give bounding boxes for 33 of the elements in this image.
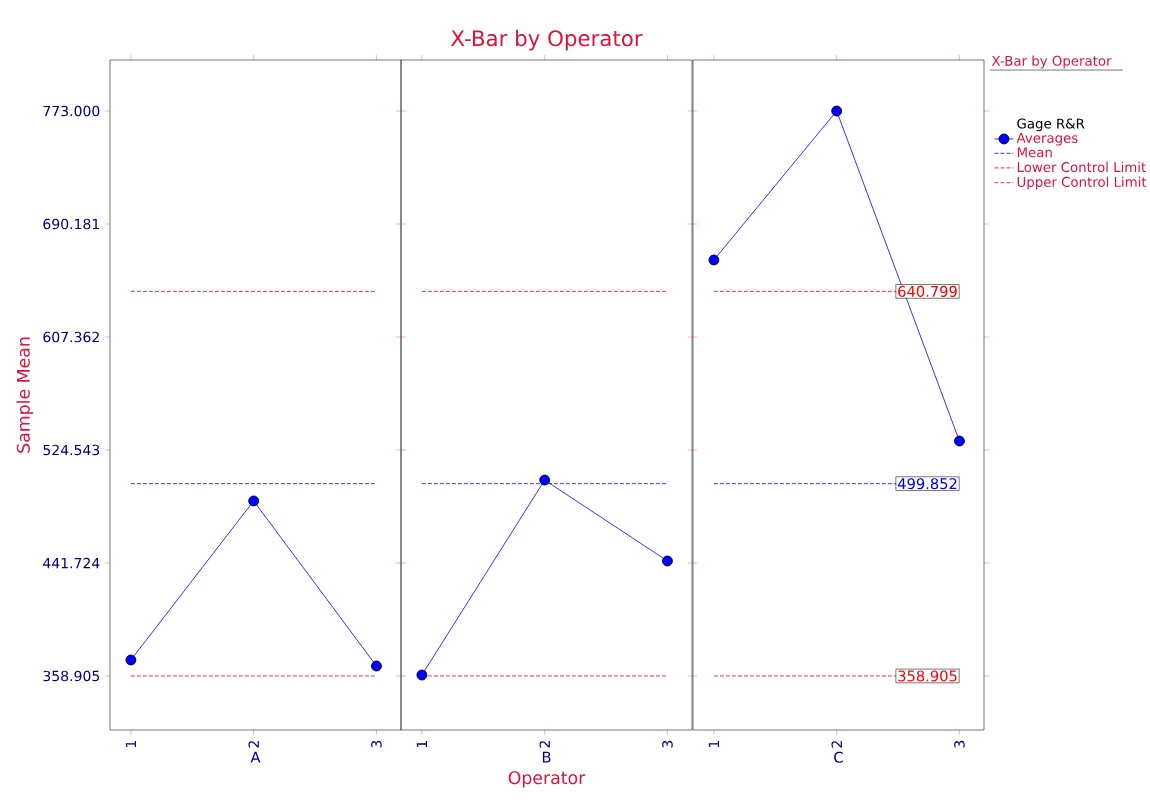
x-axis-title: B — [542, 751, 551, 763]
point — [248, 495, 260, 507]
legend-label: Averages — [1016, 133, 1078, 146]
y-tick-label: 524.543 — [43, 444, 100, 456]
y-tick-label: 773.000 — [43, 105, 100, 117]
data-label: 358.905 — [898, 670, 957, 682]
data-label: 499.852 — [897, 478, 957, 490]
point — [125, 654, 137, 666]
x-tick-label: 1 — [708, 741, 719, 748]
x-axis-title: C — [834, 751, 843, 763]
x-tick-label: 2 — [539, 741, 550, 748]
y-tick-label: 441.724 — [43, 557, 100, 569]
legend-label: Upper Control Limit — [1017, 176, 1147, 190]
x-tick-label: 2 — [248, 741, 259, 748]
text: Operator — [508, 771, 586, 788]
x-tick-label: 2 — [831, 741, 842, 748]
y-axis-title: Sample Mean — [16, 337, 34, 453]
data-label: 640.799 — [898, 285, 957, 297]
point — [371, 660, 382, 672]
x-tick-label: 1 — [125, 741, 136, 748]
x-tick-label: 3 — [371, 740, 382, 748]
x-tick-label: 3 — [662, 740, 673, 748]
y-tick-label: 690.181 — [43, 218, 99, 230]
text: X-Bar by Operator — [991, 55, 1112, 69]
y-tick-label: 358.905 — [43, 670, 100, 682]
legend-title: Gage R&R — [1017, 118, 1085, 132]
x-tick-label: 1 — [416, 741, 427, 748]
chart-title: X-Bar by Operator — [451, 29, 643, 51]
legend-label: Lower Control Limit — [1017, 161, 1146, 173]
x-axis-title: A — [250, 751, 261, 763]
legend-label: Mean — [1017, 147, 1052, 158]
y-tick-label: 607.362 — [43, 331, 99, 343]
x-tick-label: 3 — [954, 740, 965, 748]
